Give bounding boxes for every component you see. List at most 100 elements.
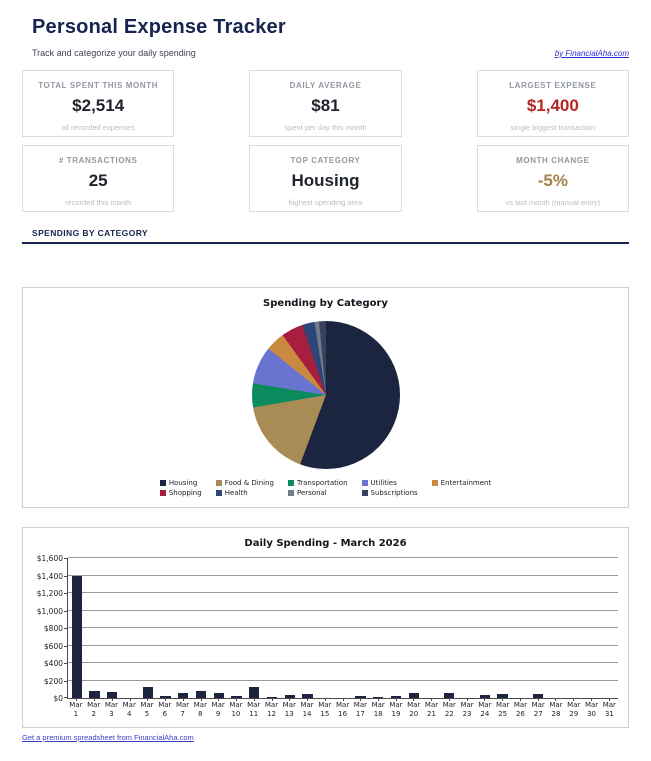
bar-slot-1	[68, 575, 86, 698]
bar-mar-25	[497, 693, 508, 698]
page-title: Personal Expense Tracker	[32, 16, 286, 38]
footer-premium-link[interactable]: Get a premium spreadsheet from Financial…	[22, 733, 194, 742]
x-tick-mark	[324, 698, 326, 701]
x-label-day: 22	[444, 710, 454, 719]
bar-mar-10	[231, 695, 242, 698]
header-sub-row: Track and categorize your daily spending…	[22, 48, 629, 58]
x-tick-mark	[395, 698, 397, 701]
legend-label: Transportation	[296, 479, 348, 487]
x-label-day: 12	[267, 710, 276, 719]
x-label-mar-12: Mar 12	[263, 701, 281, 719]
bar-x-axis-labels: Mar 1 Mar 2 Mar 3 Mar 4 Mar 5 Mar 6 Mar 7 Mar 8 Mar 9 Mar 1…	[67, 701, 618, 719]
x-label-day: 25	[498, 710, 508, 719]
x-label-month: Mar	[513, 701, 528, 709]
brand-link[interactable]: by FinancialAha.com	[554, 49, 629, 58]
x-tick-mark	[218, 698, 220, 701]
x-label-mar-31: Mar 31	[600, 701, 618, 719]
stat-card-3: LARGEST EXPENSE $1,400 single biggest tran…	[476, 70, 629, 137]
x-label-month: Mar	[247, 701, 261, 709]
legend-swatch-icon	[215, 480, 222, 486]
pie-legend: Housing Food & Dining Transportation Utilit…	[23, 479, 628, 497]
x-label-month: Mar	[282, 701, 296, 709]
x-label-day: 18	[373, 710, 383, 719]
x-tick-mark	[502, 698, 504, 701]
bar-mar-18	[373, 697, 384, 698]
gridline-1200	[68, 592, 618, 593]
x-label-month: Mar	[140, 701, 154, 709]
y-tick-mark	[64, 593, 68, 594]
x-label-mar-28: Mar 28	[547, 701, 565, 719]
bar-mar-20	[408, 692, 419, 698]
bar-slot-2	[86, 690, 104, 698]
x-label-month: Mar	[193, 701, 207, 709]
x-tick-mark	[182, 698, 184, 701]
x-label-month: Mar	[478, 701, 492, 709]
x-label-day: 5	[144, 710, 150, 719]
stat-card-sub: spent per day this month	[284, 123, 367, 132]
bar-mar-12	[266, 696, 278, 698]
x-label-month: Mar	[407, 701, 421, 709]
y-tick-label: $800	[43, 624, 63, 633]
x-label-month: Mar	[531, 701, 545, 709]
stat-card-value: $81	[311, 96, 340, 115]
stat-card-label: MONTH CHANGE	[516, 156, 590, 165]
y-tick-mark	[64, 680, 68, 682]
y-tick-mark	[64, 645, 68, 647]
y-tick-mark	[64, 697, 68, 698]
x-label-month: Mar	[371, 701, 385, 709]
bar-mar-3	[107, 692, 118, 698]
bar-slot-22	[440, 692, 458, 698]
x-tick-mark	[94, 698, 96, 701]
x-tick-mark	[342, 698, 344, 701]
bar-slot-3	[103, 692, 121, 698]
legend-item-entertainment: Entertainment	[431, 479, 492, 487]
x-label-day: 21	[427, 710, 436, 719]
x-tick-mark	[147, 698, 149, 701]
x-label-month: Mar	[389, 701, 403, 709]
stat-card-sub: recorded this month	[65, 198, 132, 207]
legend-item-shopping: Shopping	[159, 489, 202, 497]
stat-card-sub: single biggest transaction	[510, 123, 596, 132]
page-subtitle: Track and categorize your daily spending	[32, 48, 196, 58]
stat-card-value: $2,514	[72, 96, 125, 115]
x-label-day: 4	[127, 710, 132, 719]
x-label-mar-19: Mar 19	[387, 701, 405, 719]
stat-card-sub: all recorded expenses	[61, 123, 135, 132]
y-tick-mark	[64, 628, 68, 629]
x-label-mar-29: Mar 29	[565, 701, 583, 719]
legend-swatch-icon	[287, 490, 294, 496]
bar-mar-2	[89, 690, 100, 698]
x-tick-mark	[537, 698, 539, 701]
stat-card-label: TOP CATEGORY	[290, 156, 361, 165]
bar-slot-12	[263, 696, 281, 698]
x-label-day: 9	[215, 710, 221, 719]
legend-item-subscriptions: Subscriptions	[361, 489, 418, 497]
gridline-200	[68, 679, 618, 681]
bar-slot-11	[245, 686, 263, 698]
gridline-1600	[68, 557, 618, 558]
legend-item-personal: Personal	[287, 489, 348, 497]
x-label-month: Mar	[229, 701, 243, 709]
x-label-day: 13	[284, 710, 294, 719]
legend-label: Entertainment	[440, 479, 492, 487]
stat-card-label: TOTAL SPENT THIS MONTH	[38, 81, 159, 90]
gridline-600	[68, 644, 618, 646]
legend-item-housing: Housing	[159, 479, 202, 487]
legend-item-utilities: Utilities	[361, 479, 418, 487]
bar-slot-13	[281, 694, 299, 698]
x-label-day: 31	[604, 710, 614, 719]
section-header: SPENDING BY CATEGORY	[22, 228, 629, 244]
x-tick-mark	[165, 698, 167, 701]
x-label-day: 6	[162, 710, 168, 719]
legend-swatch-icon	[159, 490, 166, 496]
x-tick-mark	[289, 698, 291, 701]
x-tick-mark	[111, 698, 113, 701]
x-label-day: 2	[91, 710, 96, 719]
x-label-month: Mar	[442, 701, 456, 709]
bar-slot-6	[157, 696, 175, 698]
stat-card-4: # TRANSACTIONS 25 recorded this month	[22, 145, 175, 212]
stat-card-label: # TRANSACTIONS	[58, 156, 138, 165]
x-tick-mark	[360, 698, 362, 701]
x-label-month: Mar	[584, 701, 599, 709]
legend-label: Health	[224, 489, 248, 497]
